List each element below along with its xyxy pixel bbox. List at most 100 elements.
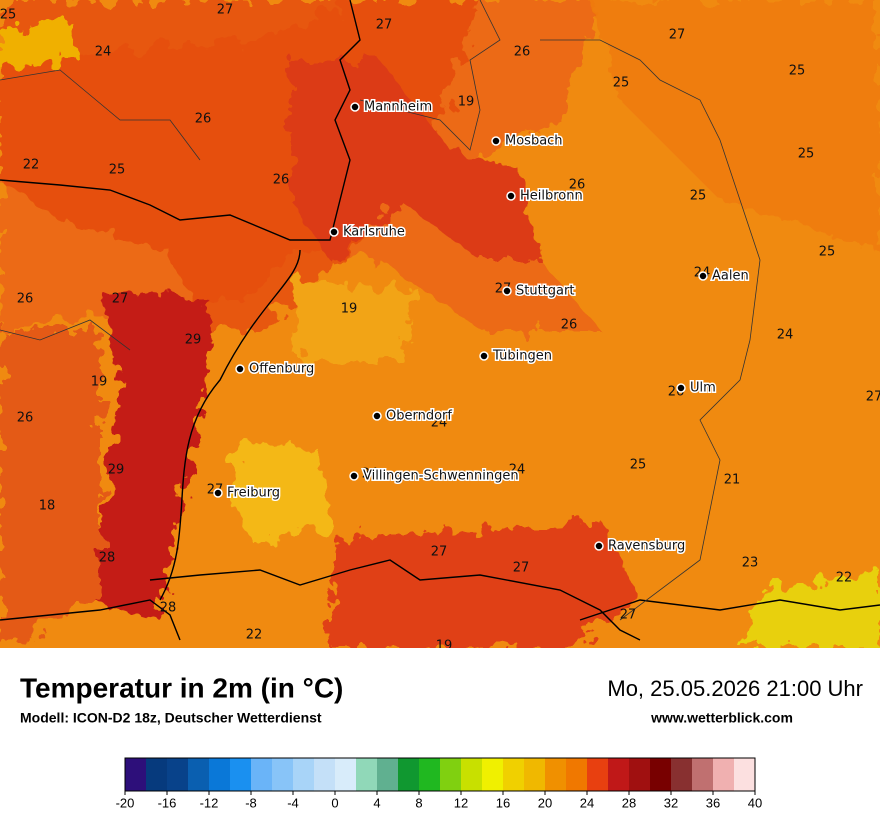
footer-background [0, 648, 880, 830]
temperature-value: 26 [195, 112, 212, 127]
temperature-value: 18 [39, 499, 56, 514]
temperature-value: 24 [777, 328, 794, 343]
colorbar-swatch [545, 758, 567, 791]
colorbar-swatch [167, 758, 189, 791]
region-lines [0, 0, 761, 621]
colorbar-label: 20 [538, 795, 552, 810]
colorbar-label: 24 [580, 795, 594, 810]
colorbar-frame [124, 757, 756, 792]
temperature-value: 19 [91, 375, 108, 390]
colorbar-swatch [188, 758, 210, 791]
temperature-value: 19 [341, 302, 358, 317]
city-dot [594, 541, 604, 551]
city-name: Stuttgart [516, 284, 574, 299]
colorbar-swatch [713, 758, 735, 791]
colorbar-swatch [251, 758, 273, 791]
colorbar-swatch [734, 758, 756, 791]
city-name: Heilbronn [520, 189, 583, 204]
temperature-value: 26 [561, 318, 578, 333]
colorbar-label: 36 [706, 795, 720, 810]
colorbar-swatch [524, 758, 546, 791]
city-name: Mannheim [364, 100, 432, 115]
temperature-value: 22 [246, 628, 263, 643]
temperature-value: 27 [866, 390, 880, 405]
temperature-value: 26 [569, 178, 586, 193]
temperature-value: 28 [160, 601, 177, 616]
colorbar-swatch [482, 758, 504, 791]
colorbar-swatch [440, 758, 462, 791]
colorbar-swatch [146, 758, 168, 791]
colorbar-swatch [608, 758, 630, 791]
colorbar-label: -4 [287, 795, 299, 810]
colorbar-label: -8 [245, 795, 257, 810]
date: Mo, 25.05.2026 21:00 Uhr [607, 676, 863, 701]
temperature-field [0, 0, 880, 648]
colorbar-label: 0 [331, 795, 338, 810]
temperature-value: 24 [95, 45, 112, 60]
colorbar-swatch [587, 758, 609, 791]
temperature-value: 25 [789, 64, 806, 79]
website: www.wetterblick.com [650, 710, 793, 726]
city-name: Mosbach [505, 134, 563, 149]
temperature-value: 27 [112, 292, 129, 307]
temperature-value: 27 [431, 545, 448, 560]
temperature-value: 27 [620, 608, 637, 623]
city-dot [502, 286, 512, 296]
colorbar-label: 12 [454, 795, 468, 810]
colorbar-label: -12 [200, 795, 219, 810]
title: Temperatur in 2m (in °C) [20, 672, 343, 703]
temperature-value: 25 [690, 189, 707, 204]
temperature-value: 22 [836, 571, 853, 586]
temperature-value: 27 [376, 18, 393, 33]
temperature-value: 21 [724, 473, 741, 488]
temperature-value: 27 [669, 28, 686, 43]
map [0, 0, 880, 648]
colorbar: -20 -16 -12 -8 -4 0 4 8 12 16 20 24 28 32 36 40 [116, 757, 762, 810]
colorbar-swatch [629, 758, 651, 791]
colorbar-swatch [566, 758, 588, 791]
city-name: Offenburg [249, 362, 314, 377]
colorbar-swatch [419, 758, 441, 791]
colorbar-swatch [293, 758, 315, 791]
temperature-value: 25 [630, 458, 647, 473]
city-name: Ravensburg [608, 539, 685, 554]
colorbar-swatch [461, 758, 483, 791]
colorbar-swatch [503, 758, 525, 791]
temperature-value: 22 [23, 158, 40, 173]
temperature-value: 26 [514, 45, 531, 60]
temperature-value: 25 [798, 147, 815, 162]
colorbar-swatch [209, 758, 231, 791]
colorbar-label: 8 [415, 795, 422, 810]
colorbar-swatch [377, 758, 399, 791]
colorbar-label: 40 [748, 795, 762, 810]
colorbar-label: 32 [664, 795, 678, 810]
temperature-value: 26 [17, 411, 34, 426]
colorbar-swatch [314, 758, 336, 791]
temperature-value: 27 [513, 561, 530, 576]
colorbar-label: 16 [496, 795, 510, 810]
city-name: Ulm [690, 381, 716, 396]
temperature-value: 25 [819, 245, 836, 260]
city-name: Aalen [712, 269, 749, 284]
temperature-value: 24 [431, 416, 448, 431]
city-name: Karlsruhe [343, 225, 405, 240]
city-dot [329, 227, 339, 237]
colorbar-swatch [272, 758, 294, 791]
temperature-value: 26 [273, 173, 290, 188]
temperature-value: 25 [0, 8, 16, 23]
colorbar-swatch [356, 758, 378, 791]
city-dot [350, 102, 360, 112]
colorbar-swatch [692, 758, 714, 791]
temperature-value: 23 [742, 556, 759, 571]
temperature-value: 25 [613, 76, 630, 91]
city-name: Villingen-Schwenningen [363, 469, 519, 484]
city-dot [676, 383, 686, 393]
model: Modell: ICON-D2 18z, Deutscher Wetterdie… [20, 710, 322, 726]
temperature-value: 29 [185, 333, 202, 348]
colorbar-swatch [125, 758, 147, 791]
city-name: Tübingen [492, 349, 552, 364]
colorbar-swatch [230, 758, 252, 791]
city-dot [372, 411, 382, 421]
colorbar-swatch [671, 758, 693, 791]
